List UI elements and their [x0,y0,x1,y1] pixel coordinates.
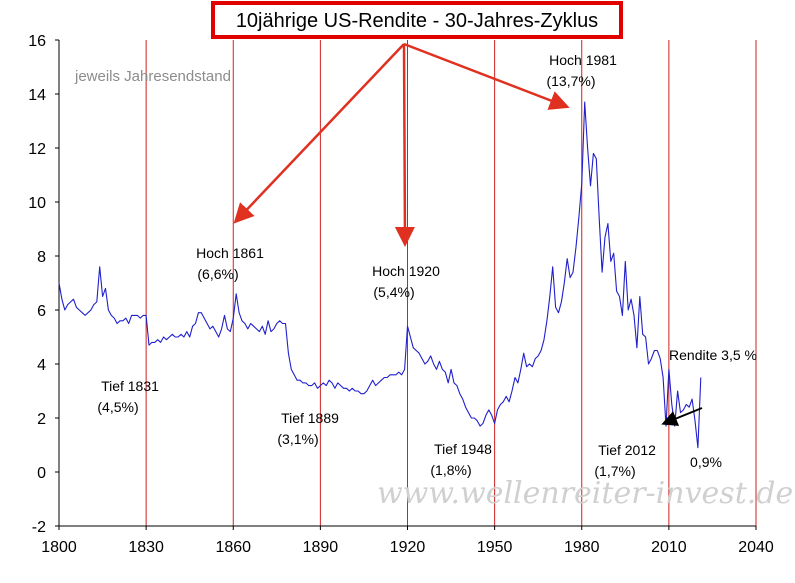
y-tick-label: -2 [32,519,46,536]
y-tick-label: 0 [37,465,46,482]
annotation-value: (3,1%) [277,431,318,447]
watermark: www.wellenreiter-invest.de [377,476,793,511]
x-tick-label: 1950 [477,539,513,556]
annotation-label: Hoch 1920 [372,263,440,279]
chart-subtitle: jeweils Jahresendstand [74,68,231,85]
annotation-value: (5,4%) [373,284,414,300]
annotation-value: (4,5%) [97,399,138,415]
y-tick-label: 14 [28,87,46,104]
x-tick-label: 1800 [41,539,77,556]
y-tick-label: 2 [37,411,46,428]
annotation-label: Hoch 1861 [196,245,264,261]
annotation-value: (1,7%) [594,463,635,479]
annotation-value: (1,8%) [430,462,471,478]
chart-title: 10jährige US-Rendite - 30-Jahres-Zyklus [236,10,598,32]
peak-arrow-0 [233,43,405,224]
y-tick-label: 4 [37,357,46,374]
y-tick-label: 8 [37,249,46,266]
annotation-label: Tief 1948 [434,441,492,457]
annotation-label: Rendite 3,5 % [669,347,757,363]
series-line-0 [58,101,702,449]
x-tick-label: 2040 [738,539,774,556]
x-tick-label: 1860 [215,539,251,556]
y-tick-label: 10 [28,195,46,212]
annotation-label: Tief 1889 [281,410,339,426]
y-tick-label: 12 [28,141,46,158]
annotation-label: Hoch 1981 [549,52,617,68]
title-box: 10jährige US-Rendite - 30-Jahres-Zyklus [211,1,623,39]
x-tick-label: 1830 [128,539,164,556]
x-tick-label: 1920 [390,539,426,556]
y-tick-label: 16 [28,33,46,50]
annotation-label: Tief 2012 [598,442,656,458]
y-tick-label: 6 [37,303,46,320]
annotation-value: (13,7%) [546,73,595,89]
low-2012-arrow [661,407,703,426]
x-tick-label: 1890 [303,539,339,556]
x-tick-label: 1980 [564,539,600,556]
annotation-value: (6,6%) [197,266,238,282]
peak-arrow-2 [403,42,570,110]
x-tick-label: 2010 [651,539,687,556]
annotation-label: Tief 1831 [101,378,159,394]
peak-arrow-1 [394,43,415,247]
annotation-label: 0,9% [690,454,722,470]
